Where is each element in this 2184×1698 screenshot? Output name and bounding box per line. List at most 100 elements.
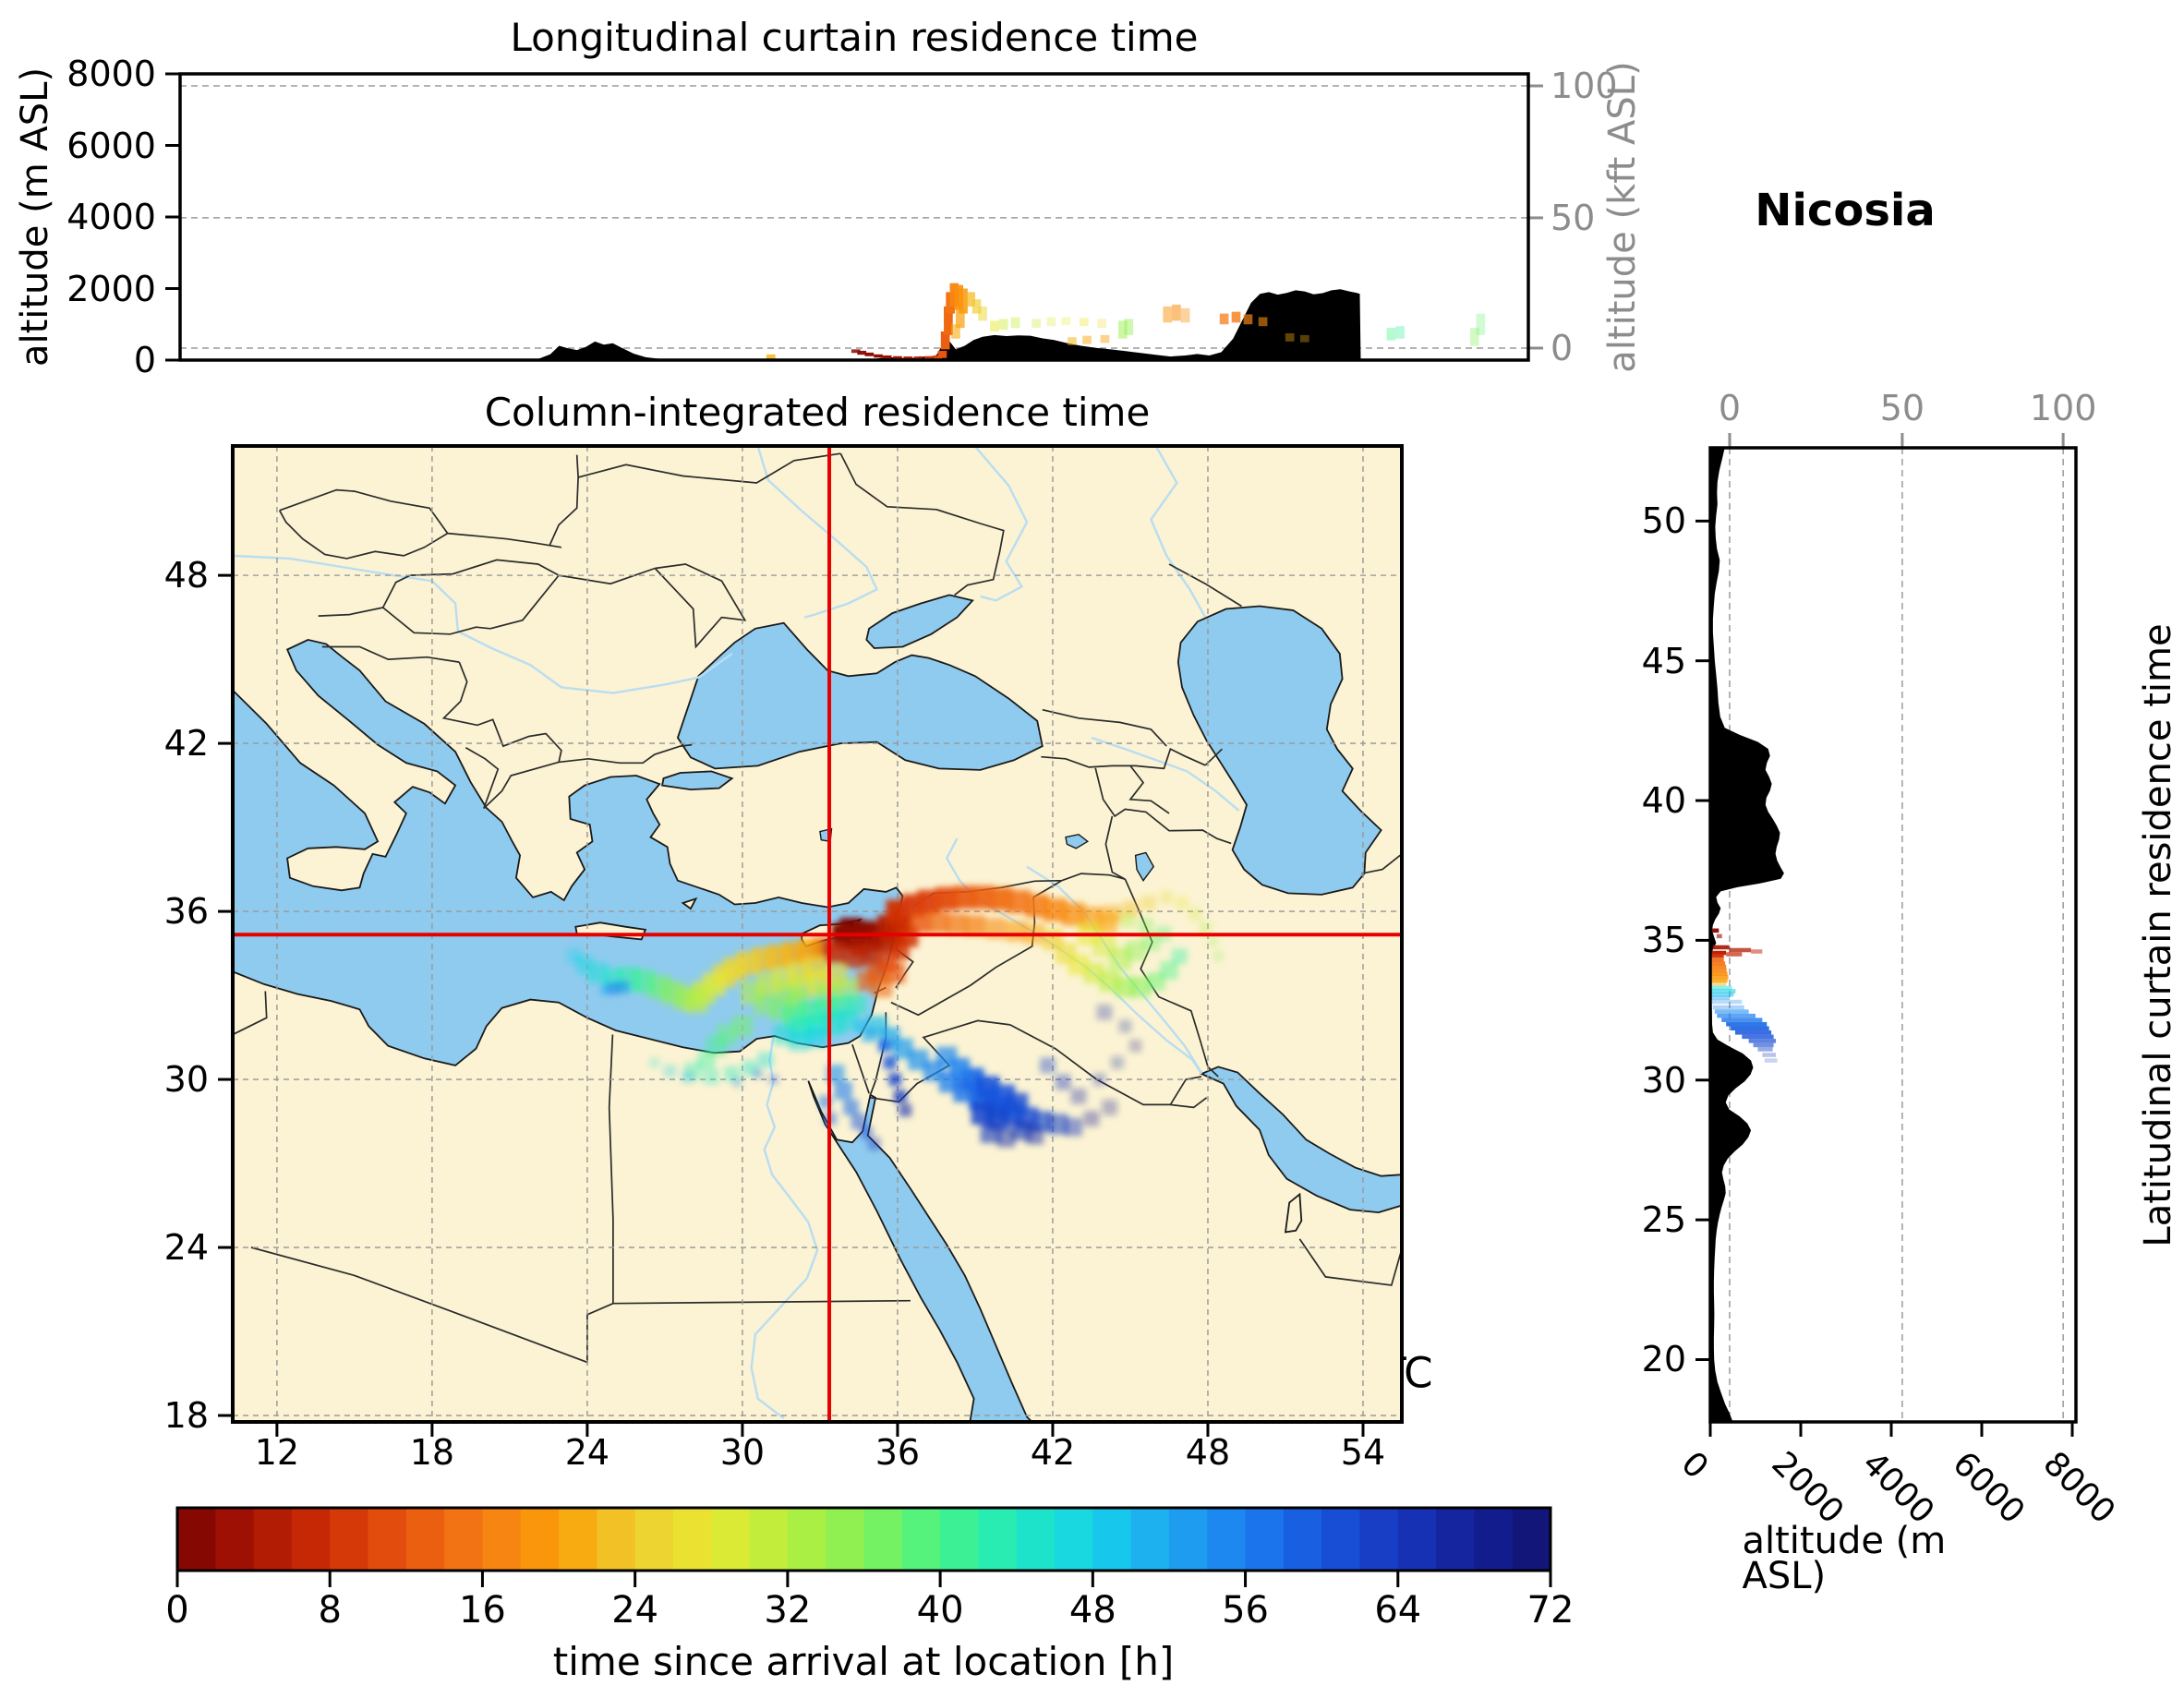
sea-polygon (1199, 1066, 1402, 1214)
longitudinal-curtain-panel (165, 72, 1543, 362)
plume-cell (928, 912, 949, 933)
map-title: Column-integrated residence time (484, 390, 1151, 435)
alt-tick-label: 2000 (66, 268, 156, 309)
alt-tick-label: 4000 (66, 197, 156, 237)
plume-cell (1005, 1092, 1029, 1116)
colorbar-segment (1055, 1508, 1094, 1571)
alt-tick-label: 4000 (1854, 1444, 1942, 1532)
residence-cell (893, 355, 902, 359)
residence-cell (1729, 947, 1752, 953)
map-panel (218, 444, 1404, 1437)
colorbar-segment (444, 1508, 484, 1571)
plume-cell (1213, 951, 1224, 962)
plume-cell (989, 886, 1013, 911)
country-border (1041, 748, 1206, 770)
residence-cell (851, 349, 861, 354)
lon-tick-label: 18 (409, 1432, 455, 1473)
residence-cell (1762, 1053, 1777, 1057)
plume-cell (1188, 908, 1201, 921)
plume-cell (649, 1057, 660, 1068)
plume-cell (910, 912, 932, 933)
country-border (381, 559, 560, 608)
residence-cell (966, 292, 975, 307)
plume-cell (843, 946, 864, 969)
plume-cell (703, 1068, 719, 1085)
residence-cell (1079, 318, 1089, 327)
residence-cell (1726, 952, 1743, 957)
plume-cell (867, 1137, 881, 1150)
colorbar-tick-label: 0 (165, 1589, 189, 1632)
residence-cell (1753, 1042, 1774, 1048)
latitudinal-curtain-title: Latitudinal curtain residence time (2137, 623, 2179, 1247)
residence-cell (1710, 995, 1731, 1001)
residence-cell (1710, 957, 1724, 962)
lat-tick-label: 24 (163, 1227, 209, 1269)
plume-cell (916, 889, 941, 914)
plume-cell (1122, 900, 1139, 917)
residence-cell (940, 331, 950, 350)
plume-cell (1102, 1099, 1117, 1115)
sea-polygon (807, 1080, 1033, 1422)
kft-tick-label: 100 (1551, 66, 1618, 107)
river (1150, 446, 1207, 619)
country-border (447, 532, 562, 548)
alt-tick-label: 0 (1673, 1444, 1716, 1487)
residence-cell (1710, 975, 1729, 980)
residence-cell (882, 355, 892, 359)
alt-tick-label: 0 (133, 340, 156, 380)
residence-cell (1711, 950, 1727, 956)
residence-cell (949, 283, 959, 307)
colorbar-segment (863, 1508, 903, 1571)
plume-cell (1096, 1004, 1113, 1020)
plume-cell (1138, 917, 1154, 933)
kft-tick-label: 0 (1551, 327, 1574, 368)
residence-cell (1712, 1005, 1744, 1010)
residence-cell (959, 288, 968, 314)
country-border (608, 1034, 614, 1304)
river (1091, 736, 1240, 812)
residence-cell (1712, 945, 1730, 950)
plume-cell (845, 993, 867, 1015)
river (756, 446, 879, 619)
country-border (1298, 1238, 1402, 1286)
plume-cell (663, 1064, 677, 1078)
country-border (1128, 765, 1170, 814)
latitudinal-curtain-panel (1695, 433, 2078, 1437)
residence-cell (1243, 314, 1253, 325)
lat-tick-label: 36 (163, 891, 209, 933)
country-border (441, 661, 562, 763)
country-border (1042, 708, 1167, 747)
colorbar-segment (597, 1508, 636, 1571)
residence-cell (1046, 317, 1056, 327)
residence-cell (990, 320, 999, 331)
residence-cell (1124, 319, 1134, 335)
plume-cell (883, 1055, 897, 1069)
plume-cell (1199, 921, 1213, 935)
residence-cell (1061, 317, 1071, 326)
plume-cell (854, 1019, 868, 1033)
colorbar-panel (175, 1506, 1552, 1587)
country-border (839, 452, 1005, 596)
colorbar-segment (749, 1508, 789, 1571)
residence-cell (1710, 981, 1727, 986)
lat-tick-label: 18 (163, 1395, 209, 1437)
alt-tick-label: 6000 (66, 125, 156, 166)
colorbar-segment (1397, 1508, 1437, 1571)
plume-cell (1160, 960, 1178, 980)
residence-cell (1163, 306, 1173, 323)
residence-cell (1721, 1018, 1763, 1022)
residence-cell (1734, 1030, 1772, 1035)
kft-tick-label: 50 (1879, 388, 1925, 428)
kft-tick-label: 100 (2029, 388, 2097, 428)
lat-tick-label: 30 (163, 1059, 209, 1101)
residence-cell (1726, 1021, 1768, 1027)
plume-cell (843, 1099, 859, 1115)
plume-cell (617, 980, 631, 994)
country-border (1009, 1024, 1208, 1109)
plume-cell (757, 1052, 774, 1068)
alt-tick-label: 8000 (66, 54, 156, 94)
residence-cell (1258, 317, 1268, 327)
residence-cell (937, 350, 947, 358)
residence-cell (1476, 313, 1486, 335)
country-border (1361, 853, 1402, 874)
